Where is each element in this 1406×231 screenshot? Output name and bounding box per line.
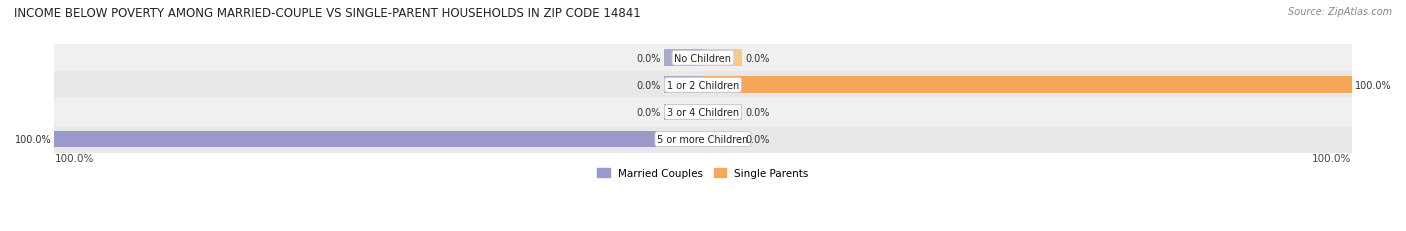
Text: 100.0%: 100.0% <box>1355 80 1392 91</box>
Text: Source: ZipAtlas.com: Source: ZipAtlas.com <box>1288 7 1392 17</box>
Bar <box>55 131 703 148</box>
Text: INCOME BELOW POVERTY AMONG MARRIED-COUPLE VS SINGLE-PARENT HOUSEHOLDS IN ZIP COD: INCOME BELOW POVERTY AMONG MARRIED-COUPL… <box>14 7 641 20</box>
Text: 3 or 4 Children: 3 or 4 Children <box>666 107 740 117</box>
Bar <box>664 104 703 121</box>
Bar <box>703 104 742 121</box>
Text: 100.0%: 100.0% <box>1312 154 1351 164</box>
Legend: Married Couples, Single Parents: Married Couples, Single Parents <box>598 168 808 178</box>
Text: 0.0%: 0.0% <box>637 80 661 91</box>
Bar <box>55 99 1351 126</box>
Text: 0.0%: 0.0% <box>745 134 769 144</box>
Bar <box>703 50 742 67</box>
Text: 1 or 2 Children: 1 or 2 Children <box>666 80 740 91</box>
Bar <box>664 77 703 94</box>
Bar <box>55 126 1351 153</box>
Text: 100.0%: 100.0% <box>14 134 51 144</box>
Text: No Children: No Children <box>675 54 731 64</box>
Bar <box>55 45 1351 72</box>
Text: 5 or more Children: 5 or more Children <box>658 134 748 144</box>
Text: 0.0%: 0.0% <box>745 54 769 64</box>
Text: 0.0%: 0.0% <box>637 54 661 64</box>
Bar <box>55 72 1351 99</box>
Text: 100.0%: 100.0% <box>55 154 94 164</box>
Bar <box>703 131 742 148</box>
Text: 0.0%: 0.0% <box>637 107 661 117</box>
Text: 0.0%: 0.0% <box>745 107 769 117</box>
Bar <box>664 50 703 67</box>
Bar <box>703 77 1351 94</box>
